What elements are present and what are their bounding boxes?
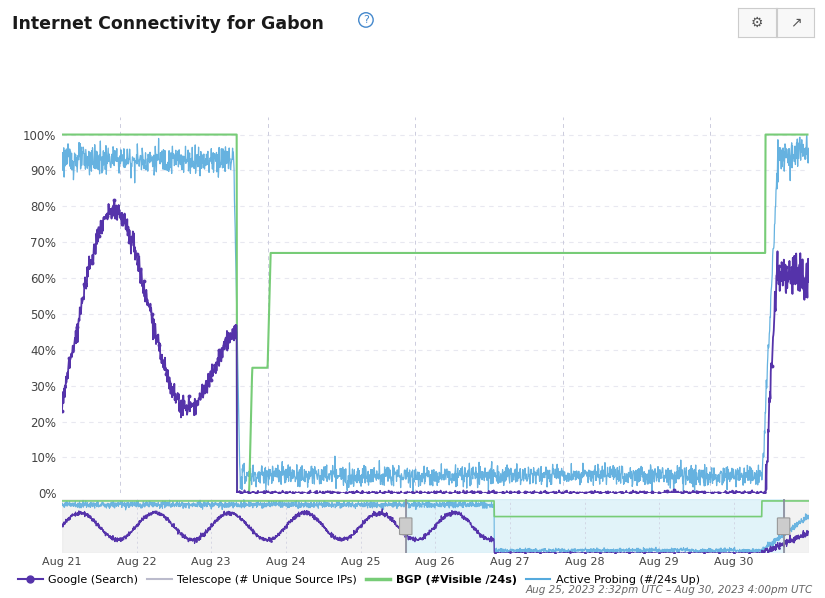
Text: ?: ? <box>363 15 369 25</box>
Text: Aug 25, 2023 2:32pm UTC – Aug 30, 2023 4:00pm UTC: Aug 25, 2023 2:32pm UTC – Aug 30, 2023 4… <box>526 585 813 595</box>
Bar <box>406 499 784 553</box>
Text: ↗: ↗ <box>790 16 802 30</box>
Bar <box>784 499 808 553</box>
Legend: Google (Search), Telescope (# Unique Source IPs), BGP (#Visible /24s), Active Pr: Google (Search), Telescope (# Unique Sou… <box>14 570 704 590</box>
FancyBboxPatch shape <box>777 518 790 535</box>
Text: ⚙: ⚙ <box>751 16 763 30</box>
X-axis label: Time (UTC): Time (UTC) <box>400 516 470 529</box>
Text: Internet Connectivity for Gabon: Internet Connectivity for Gabon <box>12 15 324 33</box>
Bar <box>62 499 406 553</box>
FancyBboxPatch shape <box>399 518 412 535</box>
